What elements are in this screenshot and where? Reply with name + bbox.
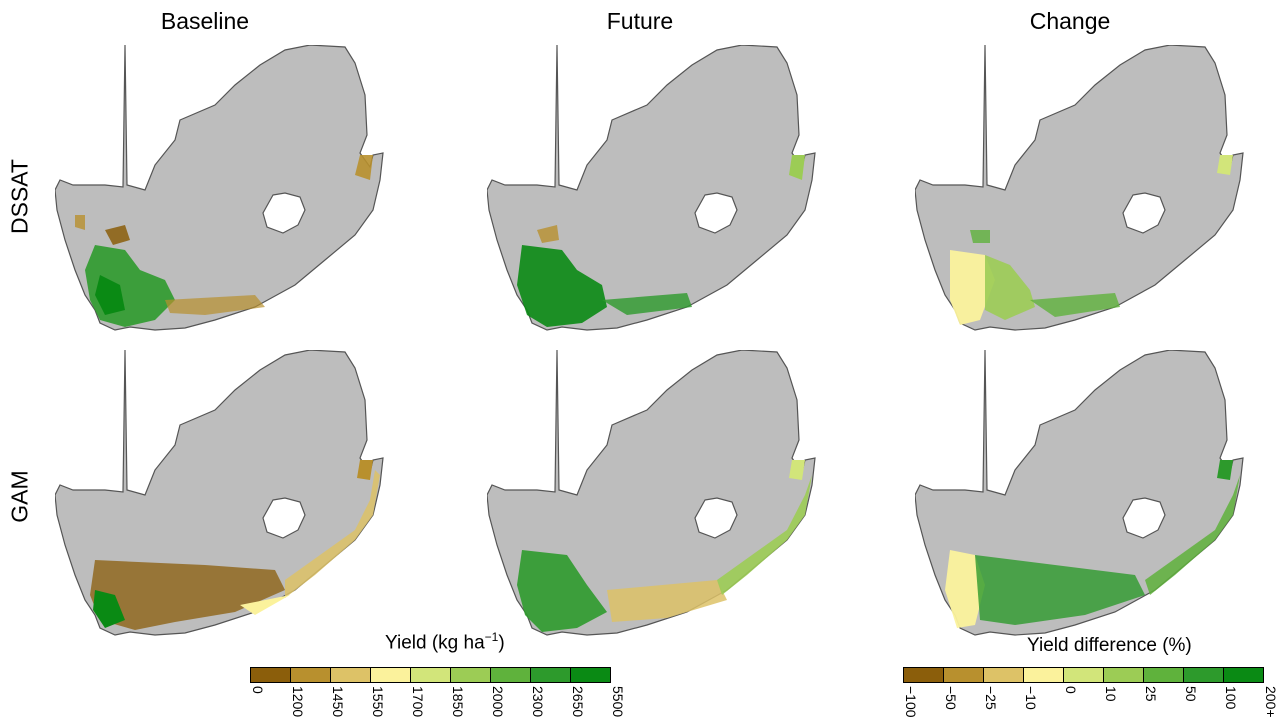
legend-swatch: [530, 667, 571, 683]
difference-legend-title: Yield difference (%): [1027, 635, 1192, 656]
legend-tick-label: 200+: [1263, 686, 1279, 718]
legend-tick-label: 10: [1103, 686, 1119, 702]
legend-swatch: [250, 667, 291, 683]
map-gam-change: [915, 350, 1244, 636]
legend-tick-label: −100: [903, 686, 919, 718]
yield-change-pattern: [945, 460, 1240, 628]
map-gam-future: [487, 350, 816, 636]
legend-tick-label: 1200: [290, 686, 306, 718]
legend-tick-label: 25: [1143, 686, 1159, 702]
legend-swatch: [1183, 667, 1224, 683]
yield-change-pattern: [950, 155, 1233, 325]
column-title-future: Future: [606, 8, 674, 34]
yield-pattern: [517, 155, 805, 327]
legend-swatch: [943, 667, 984, 683]
row-label-gam: GAM: [6, 470, 33, 523]
legend-tick-label: 0: [250, 686, 266, 694]
legend-swatch: [370, 667, 411, 683]
yield-legend-title: Yield (kg ha−1): [385, 630, 505, 654]
legend-tick-label: 1850: [450, 686, 466, 718]
map-dssat-future: [487, 45, 816, 331]
legend-tick-label: 0: [1063, 686, 1079, 694]
legend-swatch: [570, 667, 611, 683]
legend-swatch: [1023, 667, 1064, 683]
map-gam-baseline: [55, 350, 384, 636]
column-title-baseline: Baseline: [160, 8, 250, 34]
legend-tick-label: −50: [943, 686, 959, 710]
legend-swatch: [1063, 667, 1104, 683]
yield-legend: 0 1200 1450 1550 1700 1850 2000 2300 2650 5500: [250, 667, 626, 727]
legend-swatch: [1103, 667, 1144, 683]
legend-tick-label: 2000: [490, 686, 506, 718]
legend-tick-label: −10: [1023, 686, 1039, 710]
legend-tick-label: 100: [1223, 686, 1239, 710]
legend-tick-label: 2300: [530, 686, 546, 718]
difference-legend: −100 −50 −25 −10 0 10 25 50 100 200+: [903, 667, 1279, 727]
yield-pattern: [517, 460, 812, 632]
yield-pattern: [75, 155, 373, 327]
legend-swatch: [450, 667, 491, 683]
yield-pattern: [90, 460, 380, 630]
legend-swatch: [983, 667, 1024, 683]
legend-tick-label: 5500: [610, 686, 626, 718]
legend-swatch: [1143, 667, 1184, 683]
legend-tick-label: 50: [1183, 686, 1199, 702]
map-dssat-baseline: [55, 45, 384, 331]
legend-tick-label: 1550: [370, 686, 386, 718]
legend-tick-label: −25: [983, 686, 999, 710]
legend-swatch: [490, 667, 531, 683]
legend-tick-label: 1700: [410, 686, 426, 718]
legend-swatch: [330, 667, 371, 683]
legend-swatch: [1223, 667, 1264, 683]
legend-tick-label: 2650: [570, 686, 586, 718]
row-label-dssat: DSSAT: [6, 159, 33, 234]
map-dssat-change: [915, 45, 1244, 331]
legend-swatch: [290, 667, 331, 683]
legend-tick-label: 1450: [330, 686, 346, 718]
legend-swatch: [903, 667, 944, 683]
column-title-change: Change: [1029, 8, 1111, 34]
legend-swatch: [410, 667, 451, 683]
